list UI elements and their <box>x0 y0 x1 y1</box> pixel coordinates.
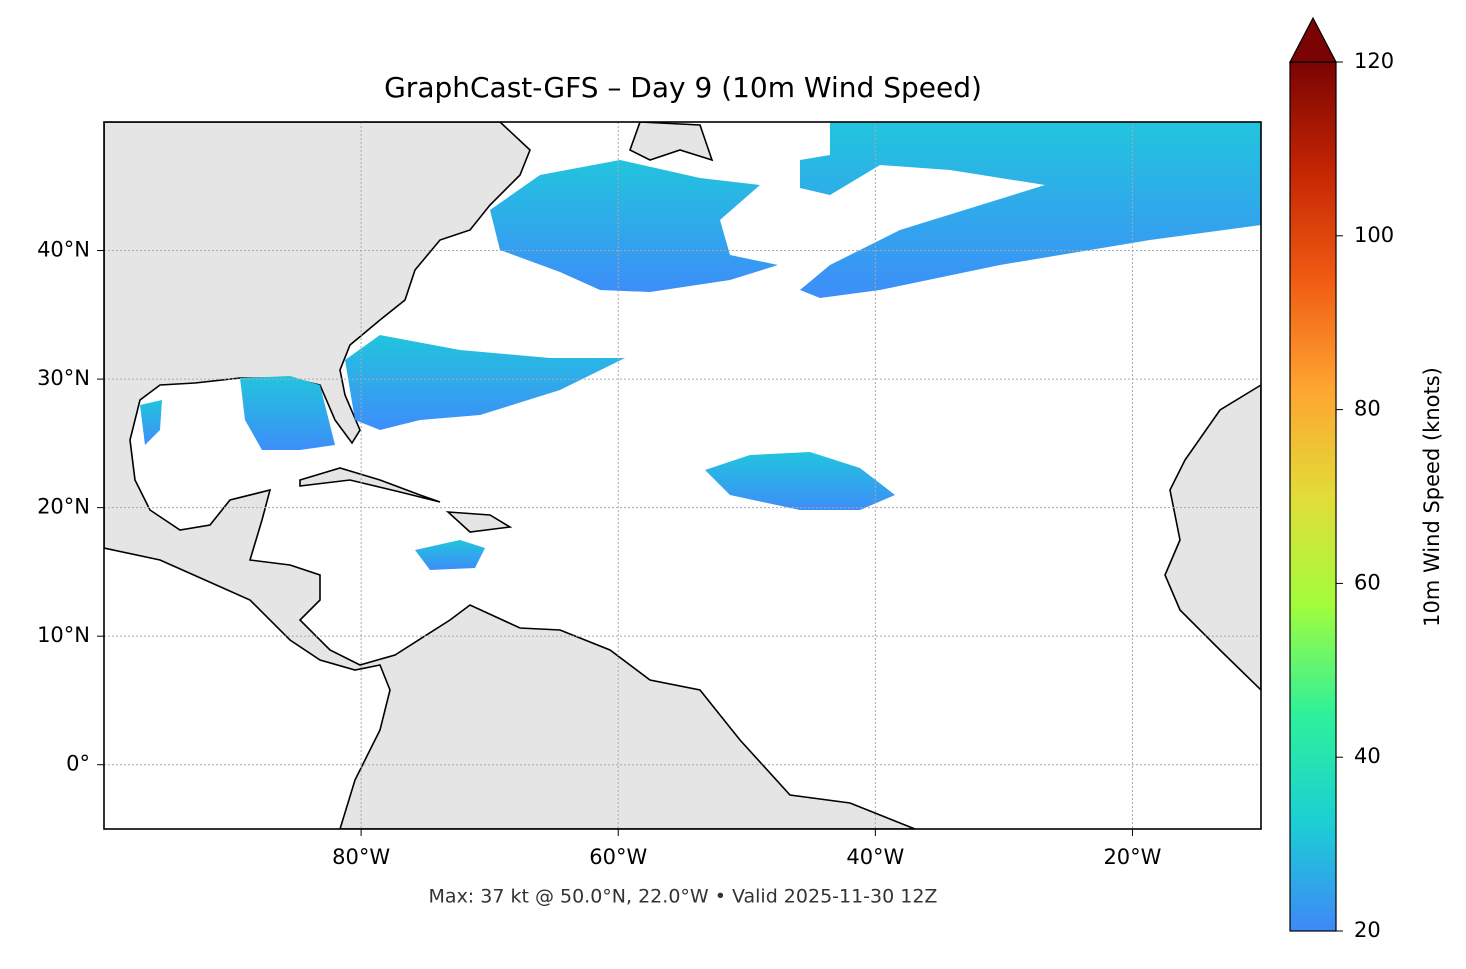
map-frame <box>103 121 1262 830</box>
y-tick-label: 10°N <box>37 623 90 647</box>
grid <box>97 122 1261 836</box>
wind-area <box>240 376 335 450</box>
x-tick-label: 80°W <box>332 845 390 869</box>
colorbar: 20 40 60 80 100 120 <box>1289 16 1394 942</box>
wind-area <box>705 452 895 510</box>
colorbar-tick-label: 80 <box>1354 397 1381 421</box>
africa <box>1164 384 1261 692</box>
colorbar-tick-label: 40 <box>1354 744 1381 768</box>
colorbar-body <box>1289 61 1337 932</box>
colorbar-tick-label: 100 <box>1354 223 1394 247</box>
x-tick-label: 60°W <box>589 845 647 869</box>
colorbar-extend <box>1289 16 1337 63</box>
colorbar-tick-label: 120 <box>1354 49 1394 73</box>
wind-area <box>800 122 1261 298</box>
wind-area <box>415 540 485 570</box>
y-tick-label: 40°N <box>37 238 90 262</box>
colorbar-label: 10m Wind Speed (knots) <box>1420 367 1444 627</box>
wind-area <box>140 400 162 445</box>
chart-title: GraphCast-GFS – Day 9 (10m Wind Speed) <box>384 71 982 104</box>
wind-area <box>345 335 625 430</box>
newfoundland <box>629 122 714 162</box>
x-tick-label: 40°W <box>846 845 904 869</box>
wind-area <box>490 160 778 292</box>
map <box>104 122 1261 829</box>
x-tick-label: 20°W <box>1103 845 1161 869</box>
y-tick-label: 30°N <box>37 366 90 390</box>
colorbar-tick-label: 20 <box>1354 918 1381 942</box>
americas <box>104 122 916 829</box>
annotation: Max: 37 kt @ 50.0°N, 22.0°W • Valid 2025… <box>429 886 938 908</box>
cuba <box>299 467 441 503</box>
hispaniola <box>445 511 513 533</box>
colorbar-tick-label: 60 <box>1354 570 1381 594</box>
y-tick-label: 20°N <box>37 495 90 519</box>
y-tick-label: 0° <box>66 752 90 776</box>
